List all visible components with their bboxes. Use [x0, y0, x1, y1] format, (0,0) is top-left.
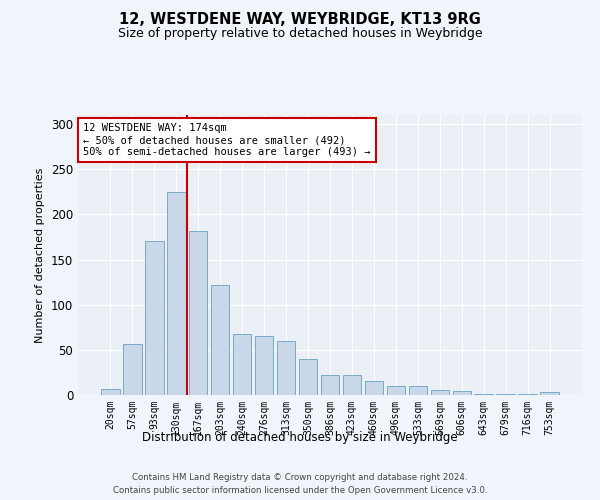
Bar [167, 192, 185, 395]
Bar [343, 375, 361, 395]
Bar [233, 334, 251, 395]
Text: Size of property relative to detached houses in Weybridge: Size of property relative to detached ho… [118, 28, 482, 40]
Bar [475, 394, 493, 395]
Bar [299, 359, 317, 395]
Bar [211, 285, 229, 395]
Bar [320, 375, 340, 395]
Bar [452, 392, 471, 395]
Bar [431, 390, 449, 395]
Bar [123, 344, 142, 395]
Bar [277, 341, 295, 395]
Bar [145, 242, 164, 395]
Text: Contains HM Land Registry data © Crown copyright and database right 2024.: Contains HM Land Registry data © Crown c… [132, 472, 468, 482]
Bar [365, 380, 383, 395]
Bar [189, 230, 208, 395]
Bar [541, 392, 559, 395]
Bar [386, 386, 405, 395]
Bar [496, 394, 515, 395]
Y-axis label: Number of detached properties: Number of detached properties [35, 168, 46, 342]
Bar [409, 386, 427, 395]
Bar [101, 388, 119, 395]
Text: 12, WESTDENE WAY, WEYBRIDGE, KT13 9RG: 12, WESTDENE WAY, WEYBRIDGE, KT13 9RG [119, 12, 481, 28]
Text: Contains public sector information licensed under the Open Government Licence v3: Contains public sector information licen… [113, 486, 487, 495]
Text: Distribution of detached houses by size in Weybridge: Distribution of detached houses by size … [142, 431, 458, 444]
Bar [255, 336, 274, 395]
Bar [518, 394, 537, 395]
Text: 12 WESTDENE WAY: 174sqm
← 50% of detached houses are smaller (492)
50% of semi-d: 12 WESTDENE WAY: 174sqm ← 50% of detache… [83, 124, 371, 156]
